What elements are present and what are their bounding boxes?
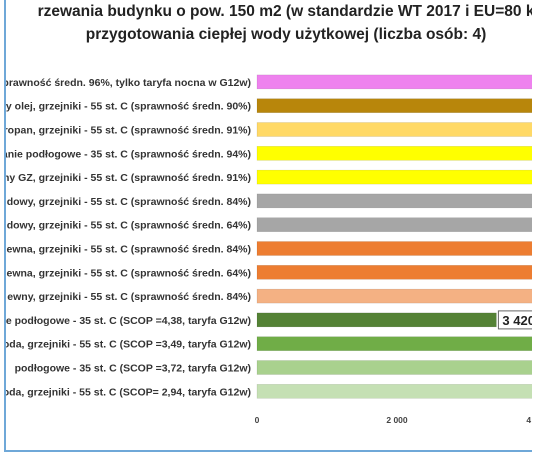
bar [256, 193, 532, 209]
bar [256, 265, 532, 280]
bar [256, 336, 532, 351]
category-label: e podłogowe - 35 st. C (SCOP =4,38, tary… [6, 315, 251, 327]
bar [256, 360, 532, 375]
category-label: y olej, grzejniki - 55 st. C (sprawność … [6, 101, 251, 113]
bar [256, 384, 532, 399]
category-label: ewny, grzejniki - 55 st. C (sprawność śr… [7, 291, 251, 303]
category-label: ny GZ, grzejniki - 55 st. C (sprawność ś… [6, 172, 251, 184]
category-label: podłogowe - 35 st. C (SCOP =3,72, taryfa… [15, 363, 251, 375]
bar [256, 74, 532, 90]
bar [256, 98, 532, 113]
chart-frame: rzewania budynku o pow. 150 m2 (w standa… [4, 0, 532, 452]
bar [256, 169, 532, 185]
category-label: ewna, grzejniki - 55 st. C (sprawność śr… [7, 267, 252, 279]
category-label: ewna, grzejniki - 55 st. C (sprawność śr… [7, 244, 252, 256]
bar [256, 122, 532, 137]
category-label: anie podłogowe - 35 st. C (sprawność śre… [6, 148, 251, 160]
chart-title-line-1: rzewania budynku o pow. 150 m2 (w standa… [37, 3, 532, 20]
bar [256, 288, 532, 304]
bar [256, 146, 532, 161]
x-tick-label: 2 000 [386, 415, 408, 425]
category-label: dowy, grzejniki - 55 st. C (sprawność śr… [7, 220, 251, 232]
chart-title-line-2: przygotowania ciepłej wody użytkowej (li… [85, 26, 487, 43]
data-label-box [497, 310, 532, 330]
bar [256, 217, 532, 232]
category-label: dowy, grzejniki - 55 st. C (sprawność śr… [7, 196, 251, 208]
x-tick-label: 4 000 [526, 415, 532, 425]
bar [256, 241, 532, 256]
x-tick-label: 0 [255, 415, 260, 425]
category-label: oda, grzejniki - 55 st. C (SCOP= 2,94, t… [6, 386, 251, 398]
chart-title: rzewania budynku o pow. 150 m2 (w standa… [6, 0, 532, 46]
bar-chart: prawność średn. 96%, tylko taryfa nocna … [6, 74, 532, 425]
category-label: ropan, grzejniki - 55 st. C (sprawność ś… [6, 125, 251, 137]
data-label: 3 420 [502, 313, 532, 328]
bar [256, 312, 497, 328]
category-label: prawność średn. 96%, tylko taryfa nocna … [6, 77, 251, 89]
category-label: oda, grzejniki - 55 st. C (SCOP =3,49, t… [6, 339, 251, 351]
